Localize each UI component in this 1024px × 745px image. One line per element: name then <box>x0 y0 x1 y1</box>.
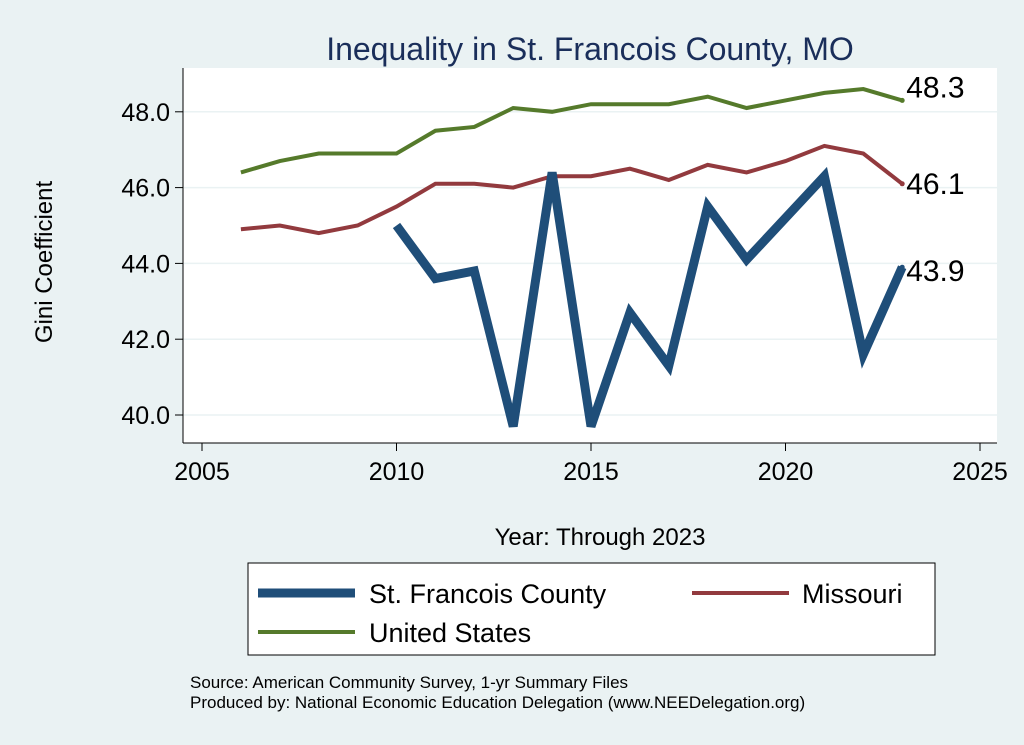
y-tick-label: 44.0 <box>121 250 170 278</box>
y-tick-label: 46.0 <box>121 175 170 203</box>
legend: St. Francois County Missouri United Stat… <box>247 562 936 656</box>
plot-area <box>183 68 997 443</box>
y-axis-label: Gini Coefficient <box>31 181 58 344</box>
series-line-st-francois-county <box>392 166 907 428</box>
end-value-label: 46.1 <box>906 168 964 201</box>
end-point <box>899 264 905 270</box>
legend-label-missouri: Missouri <box>802 579 903 609</box>
producer-note: Produced by: National Economic Education… <box>190 693 805 712</box>
chart-title: Inequality in St. Francois County, MO <box>326 31 854 67</box>
end-value-label: 48.3 <box>906 71 964 104</box>
legend-label-us: United States <box>369 618 531 648</box>
x-tick-label: 2025 <box>952 458 1008 486</box>
y-tick-label: 48.0 <box>121 99 170 127</box>
x-tick-label: 2005 <box>174 458 230 486</box>
y-tick-label: 40.0 <box>121 402 170 430</box>
legend-label-county: St. Francois County <box>369 579 607 609</box>
x-tick-label: 2015 <box>563 458 619 486</box>
source-note: Source: American Community Survey, 1-yr … <box>190 673 628 692</box>
y-tick-label: 42.0 <box>121 326 170 354</box>
end-value-label: 43.9 <box>906 255 964 288</box>
x-tick-label: 2010 <box>369 458 425 486</box>
end-point <box>899 181 905 187</box>
x-tick-label: 2020 <box>758 458 814 486</box>
x-axis-label: Year: Through 2023 <box>495 524 706 551</box>
series-line-missouri <box>240 143 904 236</box>
series-line-united-states <box>240 87 903 175</box>
end-point <box>899 97 905 103</box>
